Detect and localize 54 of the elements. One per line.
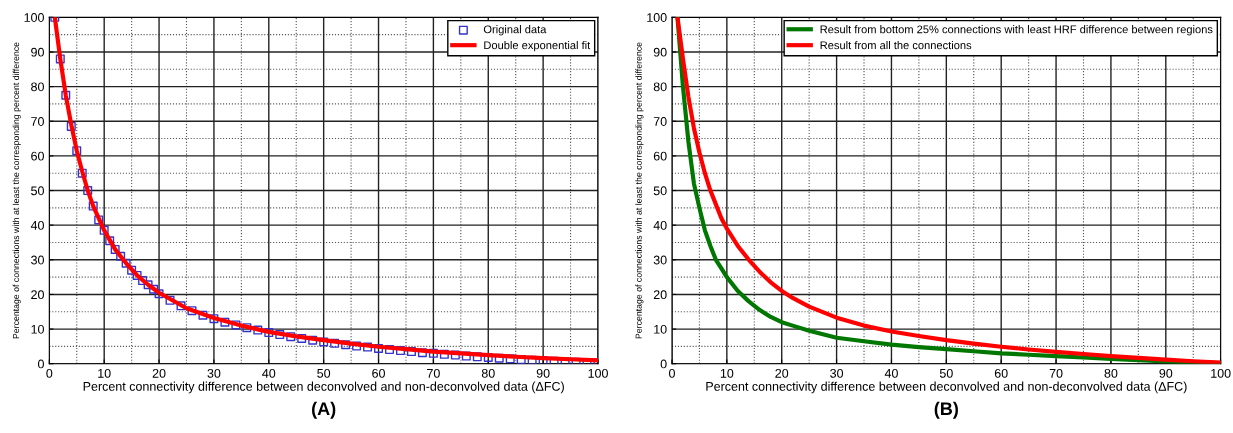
- y-tick-label: 80: [31, 82, 44, 92]
- y-tick-label: 20: [31, 290, 44, 300]
- text: (A): [312, 401, 336, 419]
- y-tick-label: 70: [31, 117, 44, 126]
- y-tick-label: 50: [31, 186, 44, 196]
- x-tick-label: 70: [427, 368, 440, 378]
- x-tick-label: 50: [317, 368, 331, 378]
- x-tick-label: 40: [262, 368, 276, 378]
- x-axis-title: Percent connectivity difference between deconvolved and non-deconvolved data (ΔFC): [83, 381, 564, 394]
- legend-label: Result from bottom 25% connections with least HRF difference between regions: [820, 25, 1213, 36]
- y-tick-label: 50: [653, 186, 667, 196]
- y-tick-label: 70: [653, 117, 667, 126]
- y-tick-label: 40: [653, 220, 667, 230]
- x-tick-label: 30: [207, 368, 221, 378]
- legend-label: Result from all the connections: [820, 41, 972, 50]
- x-tick-label: 100: [1211, 368, 1231, 378]
- x-tick-label: 0: [46, 368, 53, 378]
- x-tick-label: 70: [1049, 368, 1063, 378]
- x-tick-label: 90: [536, 368, 550, 378]
- y-tick-label: 20: [653, 290, 667, 300]
- y-tick-label: 0: [38, 359, 44, 369]
- y-tick-label: 30: [653, 255, 667, 265]
- y-axis-title: Percentage of connections with at least the corresponding percent difference: [635, 42, 644, 339]
- x-tick-label: 100: [588, 368, 608, 378]
- x-tick-label: 40: [884, 368, 898, 378]
- x-tick-label: 10: [720, 368, 734, 378]
- y-tick-label: 100: [24, 13, 44, 22]
- legend-label: Original data: [483, 25, 547, 36]
- x-tick-label: 80: [481, 368, 495, 378]
- y-tick-label: 100: [647, 13, 667, 22]
- y-tick-label: 40: [30, 220, 44, 230]
- x-tick-label: 0: [669, 368, 675, 378]
- x-tick-label: 80: [1104, 368, 1118, 378]
- y-tick-label: 80: [653, 82, 667, 92]
- x-tick-label: 60: [372, 368, 385, 378]
- y-tick-label: 60: [31, 151, 44, 161]
- x-axis-title: Percent connectivity difference between deconvolved and non-deconvolved data (ΔFC): [706, 381, 1187, 394]
- x-tick-label: 90: [1159, 368, 1173, 378]
- y-tick-label: 30: [31, 255, 44, 265]
- x-tick-label: 50: [939, 368, 953, 378]
- x-tick-label: 10: [98, 368, 111, 378]
- x-tick-label: 20: [152, 368, 166, 378]
- y-tick-label: 10: [654, 324, 667, 334]
- x-tick-label: 60: [994, 368, 1008, 378]
- y-tick-label: 10: [31, 324, 44, 334]
- legend-label: Double exponential fit: [484, 41, 591, 52]
- y-tick-label: 60: [653, 151, 667, 161]
- y-tick-label: 90: [653, 47, 667, 57]
- x-tick-label: 20: [775, 368, 789, 378]
- y-tick-label: 0: [660, 359, 667, 369]
- y-axis-title: Percentage of connections with at least the corresponding percent difference: [12, 42, 21, 339]
- text: (B): [934, 401, 958, 419]
- x-tick-label: 30: [830, 368, 844, 378]
- y-tick-label: 90: [31, 47, 44, 57]
